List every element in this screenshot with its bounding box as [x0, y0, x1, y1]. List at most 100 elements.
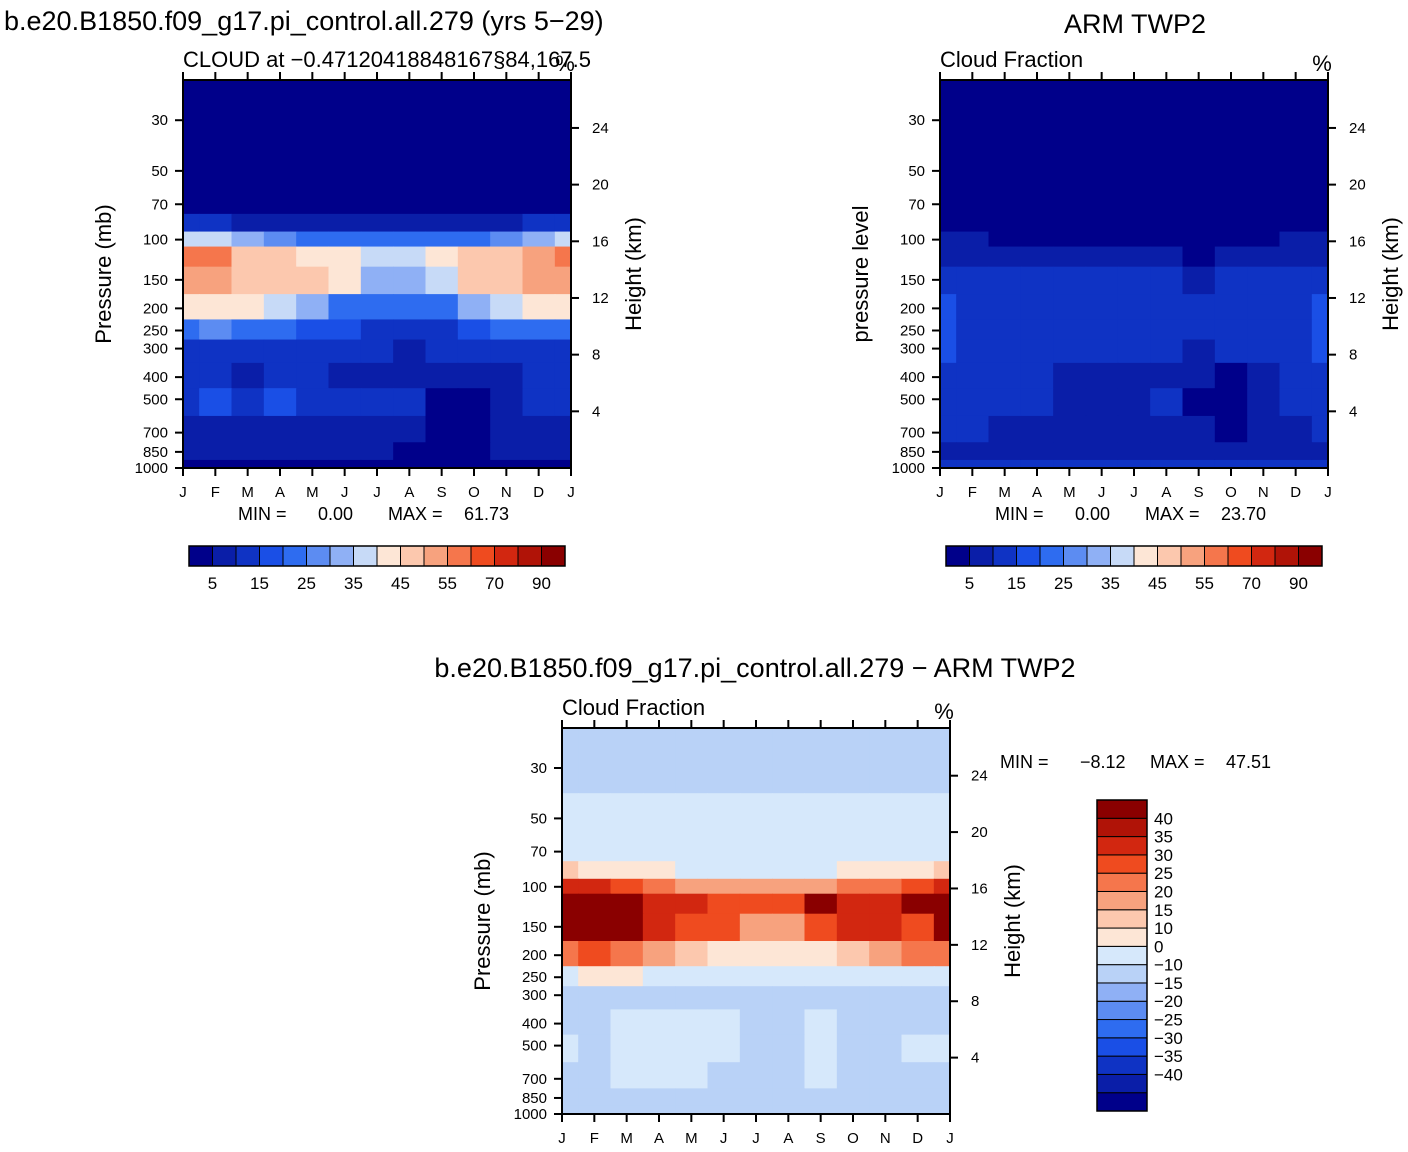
colorbar-label: 25 [1054, 574, 1073, 593]
heatmap-cell [1020, 246, 1054, 268]
heatmap-cell [707, 893, 741, 915]
colorbar-label: 55 [438, 574, 457, 593]
heatmap-cell [296, 80, 330, 101]
heatmap-cell [393, 294, 427, 321]
heatmap-cell [1279, 80, 1313, 101]
y-tick-label-left: 300 [143, 341, 168, 358]
x-tick-label: J [558, 1130, 566, 1147]
colorbar-frame [1096, 799, 1148, 1112]
heatmap-cell [554, 187, 572, 215]
heatmap-cell [522, 388, 556, 417]
heatmap-cell [901, 793, 935, 836]
heatmap-cell [804, 1009, 838, 1036]
heatmap-cell [836, 728, 870, 749]
heatmap-cell [1279, 246, 1313, 268]
heatmap-cell [328, 246, 362, 268]
heatmap-cell [933, 913, 951, 942]
heatmap-cell [393, 231, 427, 248]
heatmap-cell [425, 339, 459, 364]
heatmap-cell [836, 1009, 870, 1036]
heatmap-cell [1279, 388, 1313, 417]
heatmap-cell [1214, 100, 1248, 147]
heatmap-cell [360, 187, 394, 215]
y-tick-label-left: 150 [143, 272, 168, 289]
heatmap-cell [642, 1105, 676, 1115]
heatmap-cell [1053, 362, 1087, 389]
heatmap-cell [739, 861, 773, 880]
heatmap-cell [562, 878, 579, 895]
heatmap-cell [869, 861, 903, 880]
x-tick-label: O [1225, 484, 1237, 501]
heatmap-cell [836, 941, 870, 967]
panel-title: Cloud Fraction [562, 695, 705, 720]
heatmap-cell [457, 100, 491, 147]
x-tick-label: J [936, 484, 944, 501]
min-value: −8.12 [1080, 752, 1126, 772]
y-tick-label-left: 400 [522, 1016, 547, 1033]
heatmap-cell [940, 100, 957, 147]
y-tick-label-left: 70 [530, 844, 547, 861]
heatmap-cell [901, 1034, 935, 1063]
heatmap-cell [490, 442, 524, 461]
heatmap-cell [1117, 246, 1151, 268]
y-tick-label-left: 400 [143, 369, 168, 386]
y-tick-label-left: 150 [900, 272, 925, 289]
heatmap-cell [869, 728, 903, 749]
heatmap-cell [642, 861, 676, 880]
heatmap-cell [1279, 187, 1313, 215]
heatmap-cell [554, 339, 572, 364]
heatmap-cell [1214, 339, 1248, 364]
heatmap-cell [804, 793, 838, 836]
heatmap-cell [772, 1009, 806, 1036]
heatmap-cell [490, 362, 524, 389]
heatmap-cell [739, 878, 773, 895]
y-tick-label-left: 1000 [135, 460, 168, 477]
heatmap-cell [554, 415, 572, 443]
heatmap-cell [901, 1062, 935, 1089]
heatmap-cell [562, 1009, 579, 1036]
heatmap-cell [554, 80, 572, 101]
colorbar-swatch [188, 545, 213, 567]
heatmap-cell [1182, 319, 1216, 341]
heatmap-cell [1150, 339, 1184, 364]
heatmap-cell [642, 986, 676, 1010]
heatmap-cell [1182, 266, 1216, 295]
y-tick-label-left: 100 [143, 232, 168, 249]
heatmap-cell [1247, 145, 1281, 189]
heatmap-cell [707, 1062, 741, 1089]
heatmap-cell [199, 187, 233, 215]
heatmap-cell [1085, 339, 1119, 364]
y-tick-label-right: 8 [1349, 347, 1357, 364]
heatmap-cell [610, 748, 644, 794]
heatmap-cell [988, 442, 1022, 461]
max-value: 61.73 [464, 504, 509, 524]
heatmap-cell [328, 294, 362, 321]
heatmap-cell [610, 1009, 644, 1036]
heatmap-cell [772, 748, 806, 794]
heatmap-cell [675, 893, 709, 915]
colorbar-swatch [1227, 545, 1252, 567]
colorbar-swatch [306, 545, 331, 567]
y-axis-label: Pressure (mb) [91, 204, 116, 343]
heatmap-cell [263, 442, 297, 461]
heatmap-cell [940, 319, 957, 341]
heatmap-cell [940, 213, 957, 233]
heatmap-cell [360, 442, 394, 461]
colorbar-swatch [517, 545, 542, 567]
heatmap-cell [1279, 145, 1313, 189]
colorbar-swatch [541, 545, 566, 567]
heatmap-cell [393, 339, 427, 364]
heatmap-cell [457, 362, 491, 389]
heatmap-cell [1020, 231, 1054, 248]
heatmap-cell [554, 231, 572, 248]
min-value: 0.00 [318, 504, 353, 524]
heatmap-cell [296, 388, 330, 417]
heatmap-cell [1214, 388, 1248, 417]
heatmap-cells [940, 80, 1329, 469]
heatmap-cell [263, 231, 297, 248]
heatmap-cell [183, 266, 200, 295]
heatmap-cell [869, 893, 903, 915]
colorbar-swatch [1096, 799, 1148, 819]
heatmap-cell [804, 893, 838, 915]
heatmap-cell [1247, 100, 1281, 147]
